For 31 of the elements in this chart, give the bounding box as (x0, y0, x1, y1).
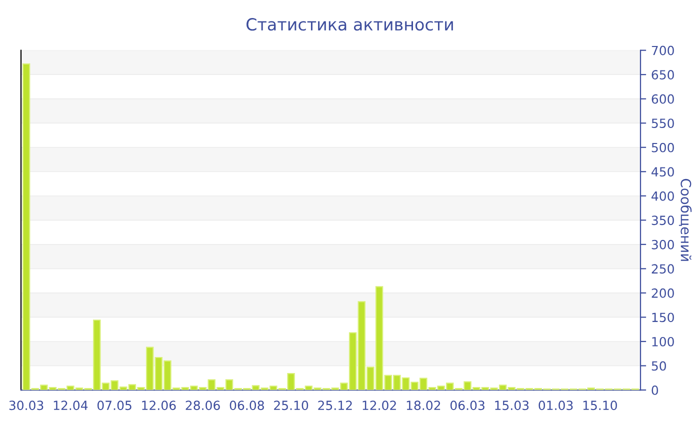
x-tick-label: 25.12 (318, 400, 352, 410)
x-tick-label: 06.08 (230, 400, 264, 410)
y-tick-label: 300 (652, 240, 674, 250)
y-axis-title: Сообщений (678, 178, 692, 261)
y-tick-label: 650 (652, 70, 674, 80)
y-tick-label: 150 (652, 312, 674, 322)
y-tick-label: 700 (652, 46, 674, 56)
x-tick-label: 15.03 (495, 400, 529, 410)
x-tick-label: 18.02 (406, 400, 440, 410)
y-tick-label: 350 (652, 216, 674, 226)
y-tick-label: 250 (652, 264, 674, 274)
y-tick-label: 450 (652, 167, 674, 177)
x-tick-label: 07.05 (97, 400, 132, 410)
x-tick-label: 30.03 (9, 400, 44, 410)
y-tick-label: 0 (652, 385, 658, 395)
x-tick-label: 12.04 (54, 400, 88, 410)
x-tick-label: 28.06 (186, 400, 220, 410)
y-tick-label: 550 (652, 118, 674, 128)
x-tick-label: 06.03 (450, 400, 484, 410)
x-tick-label: 12.02 (362, 400, 396, 410)
x-tick-label: 25.10 (274, 400, 308, 410)
x-tick-label: 15.10 (583, 400, 617, 410)
y-tick-label: 50 (652, 361, 666, 371)
chart-title: Статистика активности (246, 18, 453, 31)
x-tick-label: 01.03 (538, 400, 573, 410)
y-tick-label: 200 (652, 288, 674, 298)
y-tick-label: 500 (652, 142, 674, 152)
x-tick-label: 12.06 (142, 400, 176, 410)
y-tick-label: 100 (652, 336, 674, 346)
y-tick-label: 400 (652, 191, 674, 201)
y-tick-label: 600 (652, 94, 674, 104)
